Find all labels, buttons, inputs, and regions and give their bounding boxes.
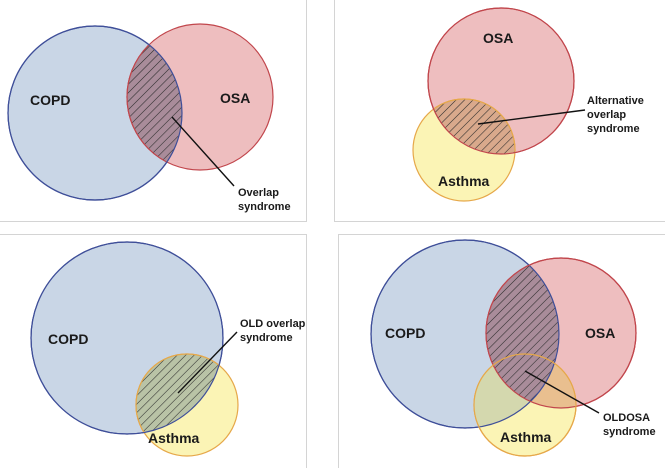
overlap-region xyxy=(126,26,182,171)
callout-line-1: Overlap xyxy=(238,187,279,199)
venn-alternative-overlap-syndrome: OSA Asthma Alternative overlap syndrome xyxy=(412,7,644,202)
osa-label: OSA xyxy=(483,30,513,46)
callout-line-2: syndrome xyxy=(240,332,293,344)
callout-line xyxy=(524,370,600,414)
callout-line-2: overlap xyxy=(587,109,626,121)
copd-label: COPD xyxy=(30,92,70,108)
panel-old-overlap-syndrome: COPD Asthma OLD overlap syndrome xyxy=(0,234,307,468)
callout-line-1: OLDOSA xyxy=(603,412,650,424)
asthma-label: Asthma xyxy=(438,173,490,189)
osa-label: OSA xyxy=(220,90,250,106)
callout-line-1: OLD overlap xyxy=(240,318,306,330)
asthma-label: Asthma xyxy=(148,430,200,446)
panel-alternative-overlap-syndrome: OSA Asthma Alternative overlap syndrome xyxy=(334,0,665,222)
copd-label: COPD xyxy=(48,331,88,347)
panel-overlap-syndrome: COPD OSA Overlap syndrome xyxy=(0,0,307,222)
osa-label: OSA xyxy=(585,325,615,341)
venn-oldosa-syndrome: COPD OSA Asthma OLDOSA syndrome xyxy=(370,239,656,457)
panel-oldosa-syndrome: COPD OSA Asthma OLDOSA syndrome xyxy=(338,234,665,468)
copd-label: COPD xyxy=(385,325,425,341)
callout-line-2: syndrome xyxy=(603,426,656,438)
callout-line xyxy=(171,116,235,187)
asthma-label: Asthma xyxy=(500,429,552,445)
overlap-region xyxy=(486,258,559,408)
callout-line-2: syndrome xyxy=(238,201,291,213)
callout-line-3: syndrome xyxy=(587,123,640,135)
venn-overlap-syndrome: COPD OSA Overlap syndrome xyxy=(7,23,291,213)
venn-old-overlap-syndrome: COPD Asthma OLD overlap syndrome xyxy=(30,241,306,457)
callout-line xyxy=(177,331,238,394)
callout-line xyxy=(477,109,586,125)
callout-line-1: Alternative xyxy=(587,95,644,107)
